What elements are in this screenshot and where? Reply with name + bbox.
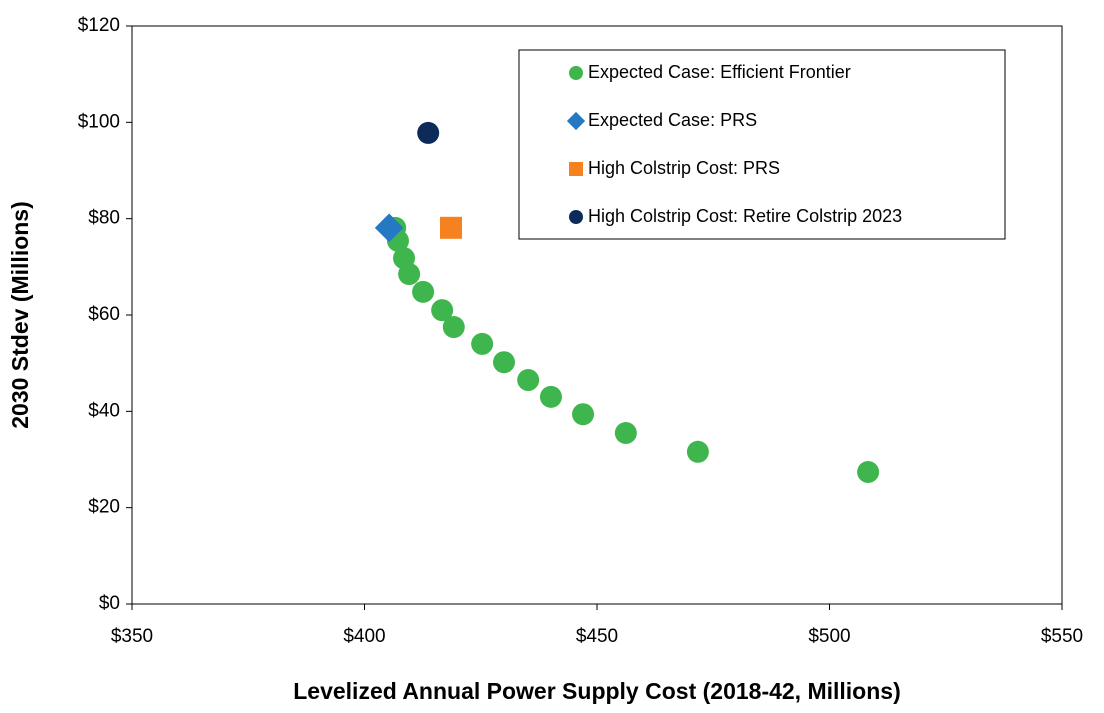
point: [417, 121, 440, 144]
y-tick-label: $100: [78, 111, 120, 132]
legend-marker: [569, 66, 583, 80]
legend-marker: [569, 162, 583, 176]
legend-label: High Colstrip Cost: PRS: [588, 158, 780, 178]
legend-label: Expected Case: Efficient Frontier: [588, 62, 851, 82]
point: [517, 369, 540, 392]
point: [471, 332, 494, 355]
y-tick-label: $120: [78, 15, 120, 36]
legend-label: Expected Case: PRS: [588, 110, 757, 130]
point: [398, 263, 421, 286]
x-tick-label: $500: [808, 626, 850, 647]
y-axis-title: 2030 Stdev (Millions): [7, 201, 33, 429]
point: [374, 213, 404, 243]
point: [857, 461, 880, 484]
point: [493, 351, 515, 374]
point: [572, 403, 595, 426]
y-tick-label: $40: [88, 400, 120, 421]
y-tick-label: $0: [99, 593, 120, 614]
x-tick-label: $450: [576, 626, 618, 647]
point: [439, 216, 462, 239]
legend-label: High Colstrip Cost: Retire Colstrip 2023: [588, 206, 902, 226]
point: [431, 299, 454, 322]
y-tick-label: $80: [88, 208, 120, 229]
legend-marker: [566, 111, 586, 131]
x-tick-label: $350: [111, 626, 153, 647]
point: [442, 316, 465, 339]
y-tick-label: $20: [88, 497, 120, 518]
x-tick-label: $550: [1041, 626, 1083, 647]
x-tick-label: $400: [343, 626, 385, 647]
legend-marker: [569, 210, 583, 224]
point: [412, 280, 435, 303]
y-tick-label: $60: [88, 304, 120, 325]
point: [539, 385, 562, 408]
legend-box: [518, 49, 1006, 240]
x-axis-title: Levelized Annual Power Supply Cost (2018…: [293, 678, 901, 704]
point: [686, 440, 709, 463]
point: [614, 422, 637, 445]
